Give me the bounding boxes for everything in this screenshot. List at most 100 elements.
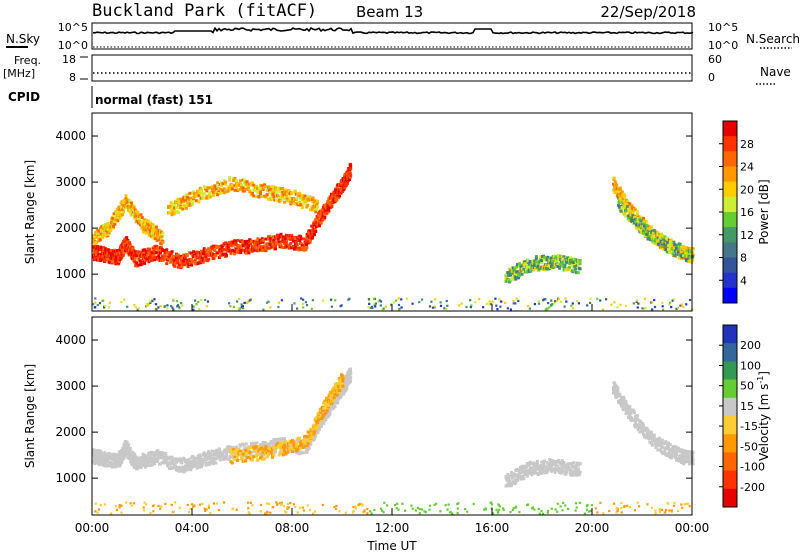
echo-cell [157,504,160,508]
echo-cell [637,302,640,305]
echo-cell [276,189,280,193]
echo-cell [384,305,387,308]
echo-cell [310,236,314,240]
echo-cell [564,268,568,272]
echo-cell [568,256,572,260]
colorbar-swatch [723,196,737,213]
echo-cell [661,245,665,248]
echo-cell [155,228,159,232]
echo-cell [677,509,680,513]
echo-cell [516,263,520,267]
echo-cell [175,460,178,464]
echo-cell [574,267,578,271]
echo-cell [157,450,161,454]
echo-cell [204,248,208,252]
echo-cell [199,252,203,255]
echo-cell [265,455,269,459]
echo-cell [642,228,645,232]
echo-cell [635,210,639,213]
echo-cell [121,253,125,257]
echo-cell [263,183,266,187]
echo-cell [322,407,326,410]
echo-cell [143,261,147,265]
echo-cell [311,426,315,430]
echo-cell [201,195,205,199]
echo-cell [691,255,695,258]
echo-cell [216,448,220,452]
echo-cell [533,508,536,511]
echo-cell [292,441,296,445]
echo-cell [239,249,243,253]
echo-cell [490,302,493,306]
echo-cell [636,306,639,309]
echo-cell [567,507,570,510]
echo-cell [234,445,238,449]
echo-cell [158,257,162,260]
echo-cell [617,190,621,194]
echo-cell [373,508,376,512]
echo-cell [648,227,652,231]
echo-cell [564,297,567,300]
echo-cell [561,509,564,512]
echo-cell [283,241,287,245]
colorbar-tick-label: 20 [740,183,754,196]
echo-cell [197,261,201,265]
echo-cell [328,412,332,416]
echo-cell [599,299,602,302]
echo-cell [675,243,679,247]
echo-cell [267,246,271,250]
echo-cell [263,457,266,461]
echo-cell [172,298,175,301]
echo-cell [596,511,599,514]
echo-cell [349,167,353,171]
echo-cell [260,195,264,198]
echo-cell [683,503,686,506]
echo-cell [170,305,173,308]
echo-cell [111,252,115,256]
echo-cell [200,457,204,461]
echo-cell [189,468,193,472]
echo-cell [650,231,653,235]
echo-cell [163,305,167,308]
echo-cell [646,503,649,506]
echo-cell [277,305,280,309]
echo-cell [324,411,328,415]
echo-cell [281,445,285,449]
echo-cell [539,255,543,259]
echo-cell [418,512,421,515]
echo-cell [520,272,524,276]
echo-cell [240,183,244,187]
echo-cell [94,306,97,309]
echo-cell [142,456,146,460]
echo-cell [570,304,573,307]
echo-cell [315,426,319,430]
echo-cell [214,187,218,191]
echo-cell [656,231,660,235]
echo-cell [456,507,459,510]
echo-cell [619,192,623,196]
echo-cell [241,241,245,245]
echo-cell [135,467,139,471]
echo-cell [217,509,220,512]
echo-cell [218,187,222,191]
echo-cell [244,442,248,446]
echo-cell [262,308,265,311]
echo-cell [685,502,689,505]
echo-cell [225,449,228,453]
echo-cell [314,229,318,233]
echo-cell [107,258,111,261]
echo-cell [288,244,292,248]
echo-cell [556,263,560,267]
echo-cell [612,176,616,180]
echo-cell [272,438,276,441]
echo-cell [302,246,306,250]
echo-cell [139,466,143,469]
echo-cell [176,265,180,269]
echo-cell [464,508,467,511]
echo-cell [498,508,501,511]
echo-cell [321,218,324,222]
echo-cell [560,255,564,259]
colorbar-tick-label: 16 [740,206,754,219]
echo-cell [106,459,110,463]
echo-cell [298,200,302,204]
